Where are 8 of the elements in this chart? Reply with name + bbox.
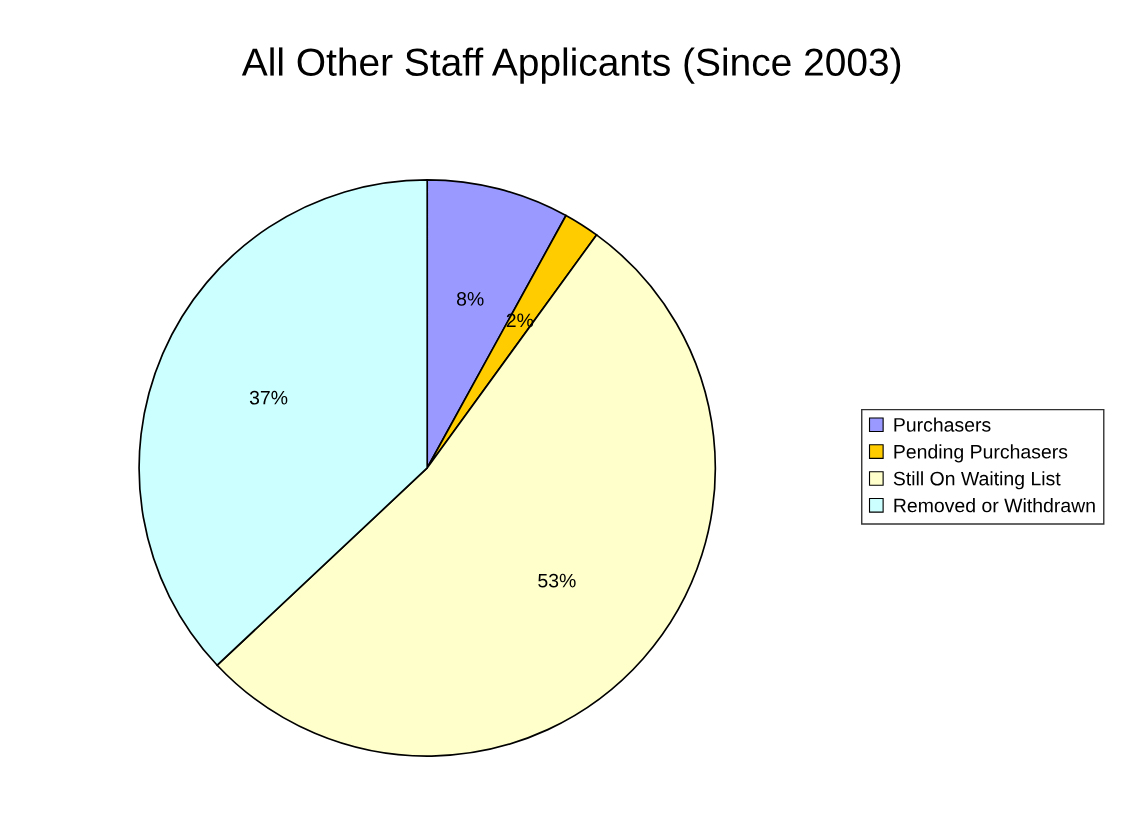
legend-label: Pending Purchasers [894,444,1068,463]
legend-label: Purchasers [894,417,991,432]
data-label: 8% [456,291,484,306]
data-label: 53% [538,573,576,588]
data-label: 37% [249,390,288,405]
legend-label: Removed or Withdrawn [894,498,1095,513]
chart-title: All Other Staff Applicants (Since 2003) [241,47,901,84]
legend-label: Still On Waiting List [893,471,1061,490]
